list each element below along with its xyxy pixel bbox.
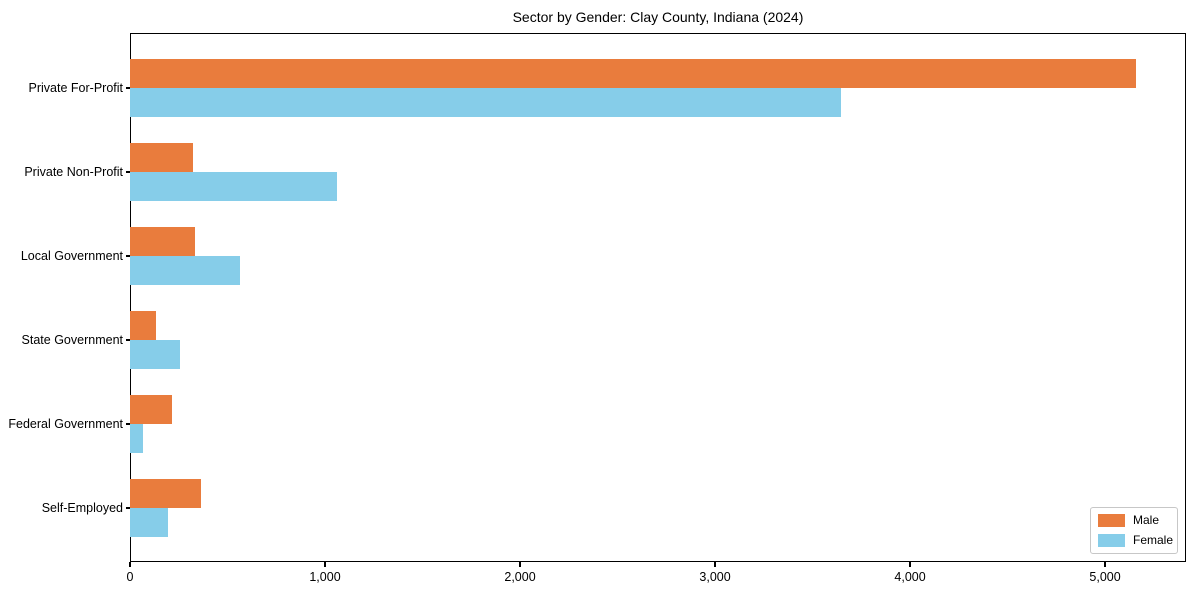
bar-male-private-non-profit <box>130 143 193 172</box>
x-axis-tick-label-1000: 1,000 <box>309 570 341 584</box>
legend-item-male: Male <box>1098 513 1170 528</box>
x-axis-tickmark-5000 <box>1104 562 1106 567</box>
x-axis-tickmark-2000 <box>519 562 521 567</box>
bar-female-self-employed <box>130 508 168 537</box>
y-axis-label-federal-government: Federal Government <box>8 417 123 431</box>
x-axis-tickmark-0 <box>129 562 131 567</box>
legend-item-female: Female <box>1098 533 1174 548</box>
bar-female-private-non-profit <box>130 172 337 201</box>
bar-female-federal-government <box>130 424 143 453</box>
y-axis-tickmark-private-for-profit <box>125 87 130 89</box>
x-axis-tick-label-3000: 3,000 <box>699 570 731 584</box>
plot-area <box>130 33 1186 562</box>
bar-female-private-for-profit <box>130 88 841 117</box>
bar-female-local-government <box>130 256 240 285</box>
y-axis-label-local-government: Local Government <box>20 249 123 263</box>
chart-title: Sector by Gender: Clay County, Indiana (… <box>512 9 804 25</box>
x-axis-tickmark-1000 <box>324 562 326 567</box>
y-axis-tickmark-private-non-profit <box>125 171 130 173</box>
x-axis-tick-label-5000: 5,000 <box>1089 570 1121 584</box>
legend-swatch-male <box>1098 514 1125 527</box>
x-axis-tick-label-2000: 2,000 <box>504 570 536 584</box>
y-axis-label-private-for-profit: Private For-Profit <box>28 81 123 95</box>
legend-label-female: Female <box>1133 533 1174 547</box>
bar-male-self-employed <box>130 479 201 508</box>
bar-male-private-for-profit <box>130 59 1136 88</box>
legend-swatch-female <box>1098 534 1125 547</box>
y-axis-label-private-non-profit: Private Non-Profit <box>24 165 123 179</box>
bar-male-state-government <box>130 311 156 340</box>
x-axis-tick-label-4000: 4,000 <box>894 570 926 584</box>
y-axis-tickmark-federal-government <box>125 423 130 425</box>
y-axis-tickmark-self-employed <box>125 507 130 509</box>
x-axis-tickmark-4000 <box>909 562 911 567</box>
y-axis-label-state-government: State Government <box>21 333 123 347</box>
y-axis-tickmark-local-government <box>125 255 130 257</box>
y-axis-label-self-employed: Self-Employed <box>41 501 123 515</box>
y-axis-tickmark-state-government <box>125 339 130 341</box>
bar-male-local-government <box>130 227 195 256</box>
bar-female-state-government <box>130 340 180 369</box>
bar-male-federal-government <box>130 395 172 424</box>
legend: Male Female <box>1090 507 1178 554</box>
x-axis-tick-label-0: 0 <box>126 570 134 584</box>
x-axis-tickmark-3000 <box>714 562 716 567</box>
legend-label-male: Male <box>1133 513 1160 527</box>
